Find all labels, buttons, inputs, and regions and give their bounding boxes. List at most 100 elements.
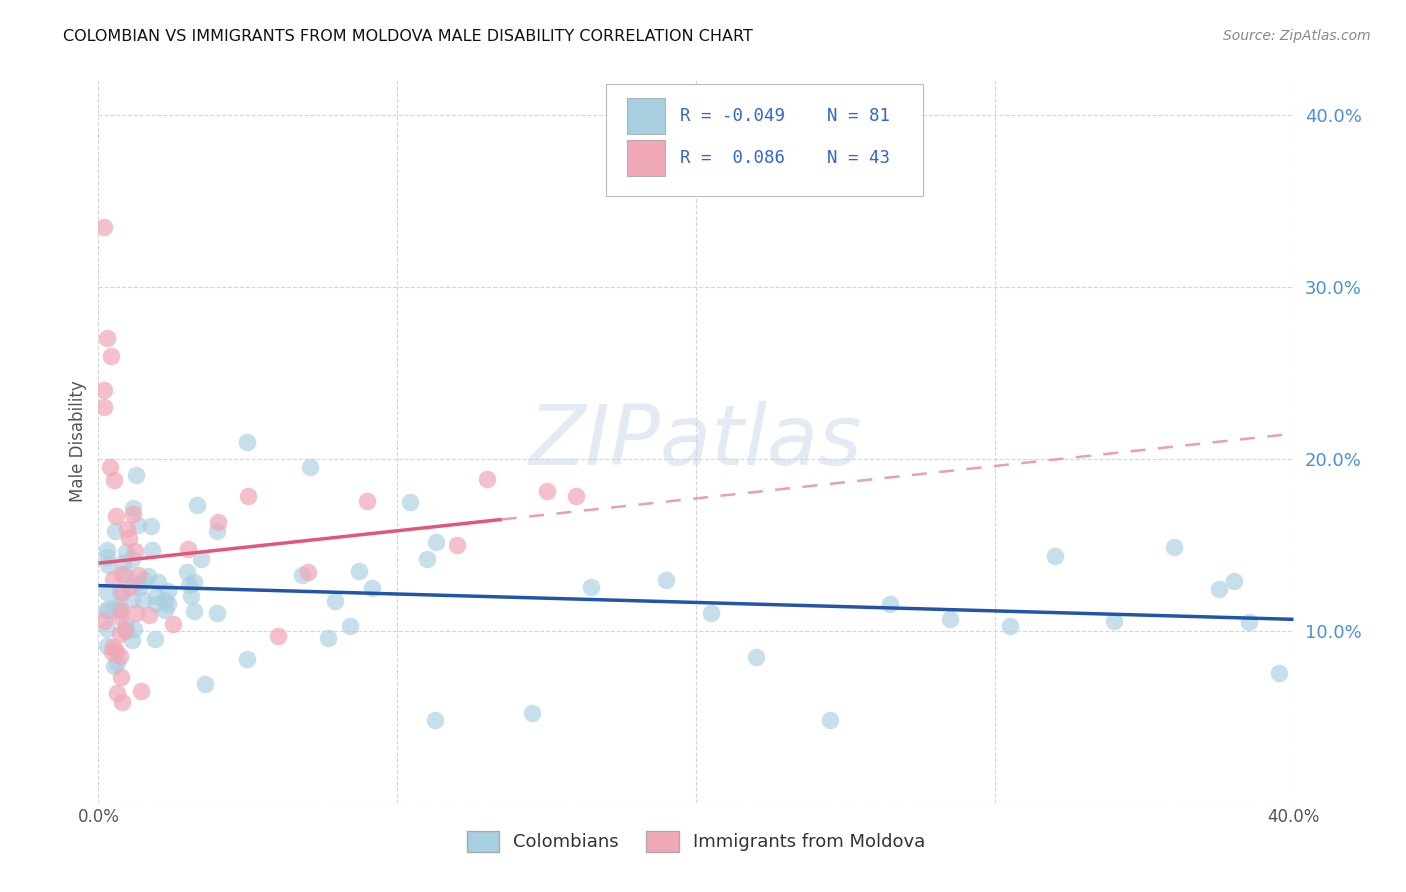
- Point: [105, 508, 128, 523]
- Point: [236, 652, 259, 666]
- Point: [110, 648, 132, 663]
- Point: [398, 494, 420, 508]
- Point: [114, 545, 136, 559]
- Point: [145, 597, 167, 611]
- Point: [125, 467, 148, 482]
- Point: [101, 572, 124, 586]
- Point: [1223, 574, 1246, 588]
- Point: [1163, 540, 1185, 554]
- Point: [297, 565, 319, 579]
- Point: [298, 460, 321, 475]
- Point: [291, 568, 314, 582]
- Y-axis label: Male Disability: Male Disability: [69, 381, 87, 502]
- Point: [104, 599, 127, 614]
- Point: [108, 626, 131, 640]
- Point: [138, 607, 160, 622]
- Point: [104, 644, 127, 658]
- Point: [1104, 614, 1126, 628]
- Point: [153, 603, 176, 617]
- Point: [339, 619, 361, 633]
- Point: [93, 614, 115, 628]
- Point: [146, 574, 169, 589]
- Point: [103, 473, 125, 487]
- Point: [1043, 549, 1066, 563]
- Point: [1208, 582, 1230, 596]
- Point: [423, 713, 446, 727]
- Point: [110, 603, 132, 617]
- Point: [581, 580, 603, 594]
- Point: [347, 564, 370, 578]
- Point: [186, 498, 208, 512]
- Point: [145, 589, 167, 603]
- Point: [114, 623, 136, 637]
- Point: [425, 534, 447, 549]
- Point: [446, 538, 468, 552]
- Point: [127, 567, 149, 582]
- Point: [105, 686, 128, 700]
- Point: [156, 583, 179, 598]
- Legend: Colombians, Immigrants from Moldova: Colombians, Immigrants from Moldova: [460, 823, 932, 859]
- Point: [96, 640, 118, 654]
- Point: [132, 573, 155, 587]
- Point: [700, 607, 723, 621]
- Point: [96, 550, 118, 565]
- Point: [121, 592, 143, 607]
- Point: [111, 584, 134, 599]
- Text: R =  0.086    N = 43: R = 0.086 N = 43: [681, 149, 890, 168]
- Point: [153, 592, 176, 607]
- Point: [194, 677, 217, 691]
- Point: [536, 484, 558, 499]
- Point: [179, 578, 201, 592]
- Point: [96, 584, 118, 599]
- Point: [162, 616, 184, 631]
- Point: [104, 524, 127, 538]
- Text: R = -0.049    N = 81: R = -0.049 N = 81: [681, 107, 890, 126]
- Point: [141, 542, 163, 557]
- Point: [111, 567, 134, 582]
- Point: [96, 604, 118, 618]
- Point: [190, 552, 212, 566]
- Point: [122, 501, 145, 516]
- Point: [111, 556, 134, 570]
- Point: [101, 640, 124, 654]
- Point: [183, 574, 205, 589]
- Point: [129, 580, 152, 594]
- Point: [998, 619, 1021, 633]
- Point: [124, 606, 146, 620]
- Point: [316, 631, 339, 645]
- Point: [124, 543, 146, 558]
- Text: ZIPatlas: ZIPatlas: [529, 401, 863, 482]
- FancyBboxPatch shape: [627, 98, 665, 135]
- Point: [361, 582, 384, 596]
- Point: [267, 628, 290, 642]
- Point: [127, 576, 149, 591]
- Point: [96, 542, 118, 557]
- Point: [156, 597, 179, 611]
- FancyBboxPatch shape: [606, 84, 922, 196]
- Point: [879, 597, 901, 611]
- Point: [1237, 615, 1260, 630]
- Point: [1267, 665, 1289, 680]
- Point: [183, 604, 205, 618]
- Point: [93, 219, 115, 234]
- Point: [745, 650, 768, 665]
- Point: [118, 531, 141, 545]
- Point: [121, 633, 143, 648]
- Point: [122, 622, 145, 636]
- Point: [939, 612, 962, 626]
- Point: [121, 552, 143, 566]
- Point: [475, 472, 498, 486]
- Point: [111, 695, 134, 709]
- Text: COLOMBIAN VS IMMIGRANTS FROM MOLDOVA MALE DISABILITY CORRELATION CHART: COLOMBIAN VS IMMIGRANTS FROM MOLDOVA MAL…: [63, 29, 754, 44]
- Point: [207, 516, 229, 530]
- Point: [205, 606, 228, 620]
- Point: [820, 713, 842, 727]
- Point: [565, 489, 588, 503]
- Point: [115, 617, 138, 632]
- Point: [108, 603, 131, 617]
- Point: [127, 518, 149, 533]
- Point: [101, 645, 124, 659]
- Point: [114, 624, 136, 639]
- Point: [96, 331, 118, 345]
- Point: [122, 508, 145, 522]
